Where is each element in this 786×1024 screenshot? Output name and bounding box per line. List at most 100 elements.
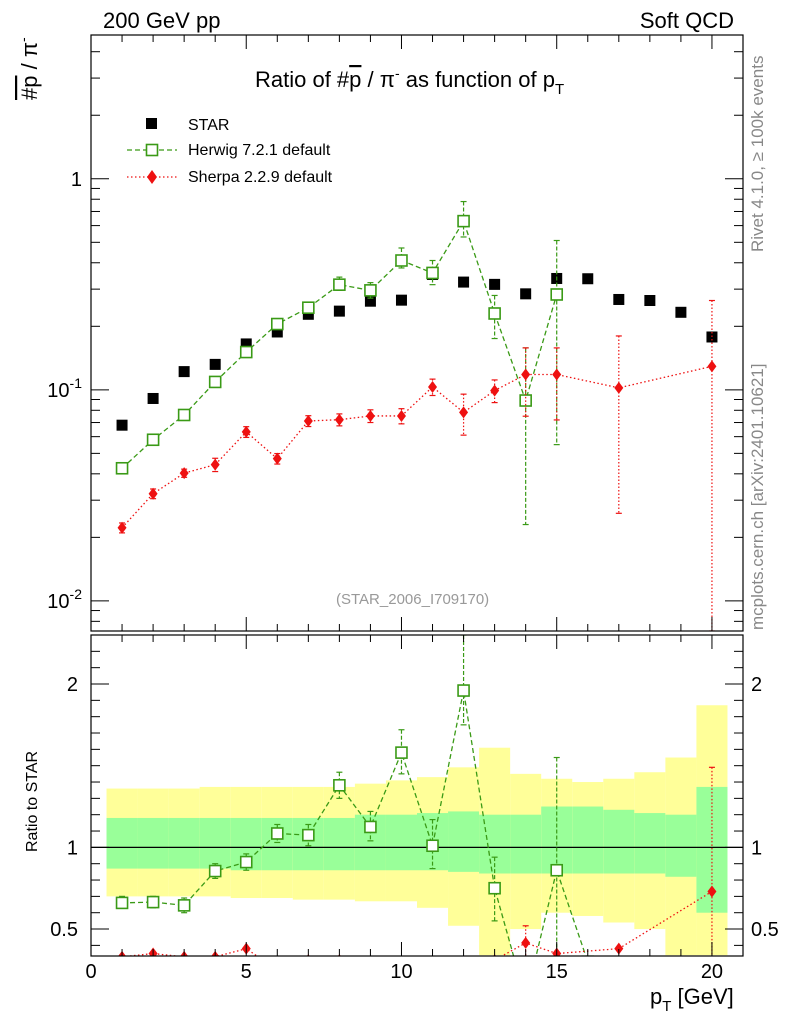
uncertainty-band-inner (665, 814, 697, 877)
legend-star-label: STAR (188, 117, 229, 134)
herwig-ratio-point (426, 839, 439, 853)
uncertainty-band-inner (323, 817, 355, 871)
herwig-ratio-point (208, 864, 222, 878)
sherpa-point (303, 414, 313, 427)
sherpa-point (552, 368, 562, 381)
star-point (147, 392, 159, 404)
legend-star-marker (146, 118, 157, 129)
herwig-ratio-point (581, 955, 595, 956)
herwig-ratio-point (550, 863, 564, 877)
herwig-point (115, 461, 129, 475)
x-tick-label: 10 (390, 961, 412, 983)
herwig-ratio-point (239, 855, 253, 869)
herwig-point (550, 288, 564, 301)
sherpa-ratio-point (521, 936, 531, 949)
uncertainty-band-inner (168, 817, 200, 869)
sherpa-ratio-point (366, 957, 375, 969)
bottom-panel-frame (90, 634, 744, 957)
x-tick-label: 5 (241, 961, 252, 983)
sherpa-point (707, 360, 717, 373)
herwig-ratio-point (520, 994, 531, 1005)
sherpa-point (210, 458, 220, 471)
herwig-point (177, 408, 191, 422)
x-tick-label: 20 (701, 961, 723, 983)
herwig-ratio-line (122, 690, 587, 956)
star-point (240, 338, 252, 350)
uncertainty-band-inner (510, 814, 542, 874)
star-point (333, 305, 345, 317)
top-y-axis-label: #p / π- (15, 37, 42, 100)
ratio-y-tick-label: 2 (67, 674, 78, 696)
sherpa-point (459, 406, 469, 419)
main-title: Ratio of #p / π- as function of pT (255, 65, 564, 98)
sherpa-line (121, 365, 713, 529)
legend-herwig-label: Herwig 7.2.1 default (188, 142, 331, 159)
ratio-y-tick-label-right: 2 (751, 674, 762, 696)
top-panel-frame (90, 34, 744, 632)
sherpa-point (334, 413, 344, 426)
sherpa-ratio-point (707, 885, 717, 898)
herwig-ratio-point (115, 896, 129, 910)
star-point (271, 326, 283, 338)
sherpa-point (490, 384, 500, 397)
herwig-ratio-point (270, 827, 284, 840)
herwig-ratio-point (395, 746, 408, 759)
y-tick-label: 10-2 (47, 586, 82, 613)
header-right: Soft QCD (639, 8, 734, 33)
sherpa-point (117, 521, 127, 534)
sherpa-point (241, 425, 251, 438)
ratio-y-tick-label-right: 1 (751, 837, 762, 859)
sherpa-point (614, 381, 624, 394)
star-point (116, 419, 128, 431)
ratio-y-tick-label: 0.5 (50, 919, 78, 941)
uncertainty-band-inner (634, 813, 666, 874)
herwig-point (395, 254, 408, 267)
sherpa-ratio-point (428, 957, 437, 969)
star-point (613, 293, 625, 305)
star-point (675, 306, 687, 318)
herwig-point (488, 307, 501, 320)
star-point (458, 276, 470, 288)
star-point (582, 273, 594, 285)
uncertainty-band-inner (448, 811, 480, 872)
star-point (644, 295, 656, 307)
sherpa-ratio-point (273, 964, 282, 976)
x-tick-label: 15 (546, 961, 568, 983)
uncertainty-band-inner (199, 817, 231, 869)
herwig-point (270, 317, 284, 331)
star-point (209, 358, 221, 370)
legend-herwig-marker (145, 143, 159, 157)
herwig-ratio-point (302, 828, 315, 842)
star-point (395, 294, 407, 306)
herwig-point (302, 301, 315, 314)
header-left: 200 GeV pp (103, 8, 221, 33)
legend: STAR Herwig 7.2.1 default Sherpa 2.2.9 d… (127, 117, 333, 186)
sherpa-point (396, 409, 406, 422)
sherpa-point (148, 487, 158, 500)
herwig-point (457, 214, 470, 228)
sherpa-point (179, 467, 189, 480)
herwig-point (146, 433, 160, 447)
y-tick-label: 1 (71, 169, 82, 191)
legend-sherpa-label: Sherpa 2.2.9 default (188, 169, 333, 186)
x-axis-label: pT [GeV] (650, 984, 734, 1015)
herwig-point (333, 278, 346, 291)
bottom-y-axis-label: Ratio to STAR (24, 751, 41, 852)
star-point (489, 278, 501, 290)
ratio-y-tick-label: 1 (67, 837, 78, 859)
legend-sherpa-marker (147, 170, 157, 184)
sherpa-point (428, 380, 438, 393)
star-point (302, 308, 314, 320)
uncertainty-band-inner (385, 814, 417, 871)
herwig-ratio-point (333, 778, 346, 792)
sherpa-ratio-point (614, 942, 624, 955)
x-tick-label: 0 (85, 961, 96, 983)
star-point (178, 366, 190, 378)
sherpa-point (521, 368, 531, 381)
herwig-ratio-point (457, 684, 470, 697)
sherpa-point (365, 409, 375, 422)
y-tick-label: 10-1 (47, 375, 82, 402)
herwig-point (426, 266, 439, 280)
